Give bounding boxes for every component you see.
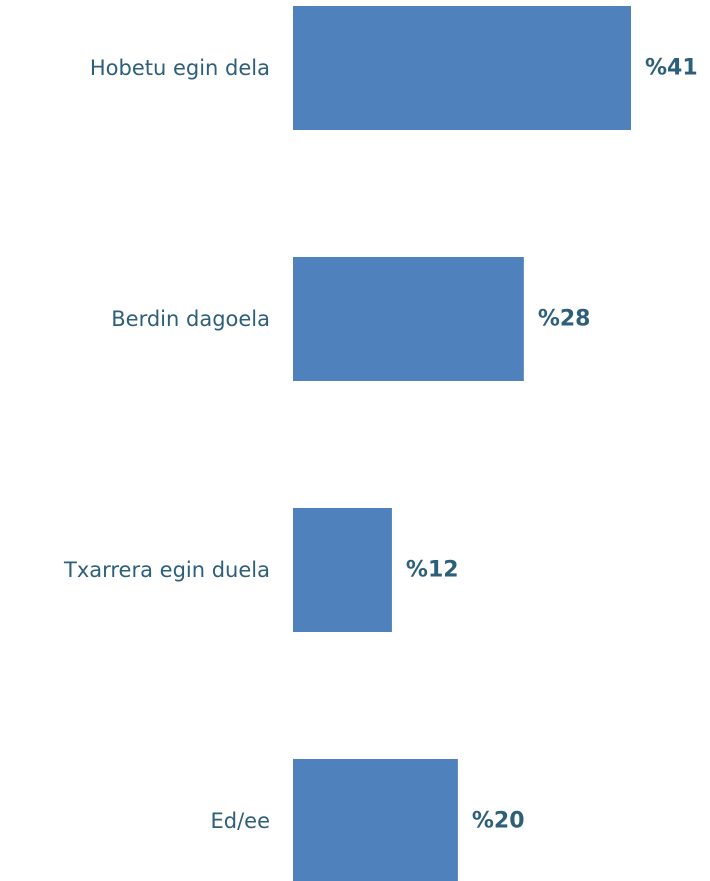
category-label-ed-ee: Ed/ee <box>210 809 270 833</box>
value-label-berdin-dagoela: %28 <box>538 307 591 332</box>
value-label-txarrera-egin-duela: %12 <box>406 558 459 583</box>
category-label-txarrera-egin-duela: Txarrera egin duela <box>63 558 270 582</box>
bar-txarrera-egin-duela <box>293 508 392 632</box>
bar-ed-ee <box>293 759 458 881</box>
category-label-berdin-dagoela: Berdin dagoela <box>111 307 270 331</box>
bar-hobetu-egin-dela <box>293 6 631 130</box>
category-label-hobetu-egin-dela: Hobetu egin dela <box>90 56 270 80</box>
bar-berdin-dagoela <box>293 257 524 381</box>
value-label-hobetu-egin-dela: %41 <box>645 56 698 81</box>
value-label-ed-ee: %20 <box>472 809 525 834</box>
